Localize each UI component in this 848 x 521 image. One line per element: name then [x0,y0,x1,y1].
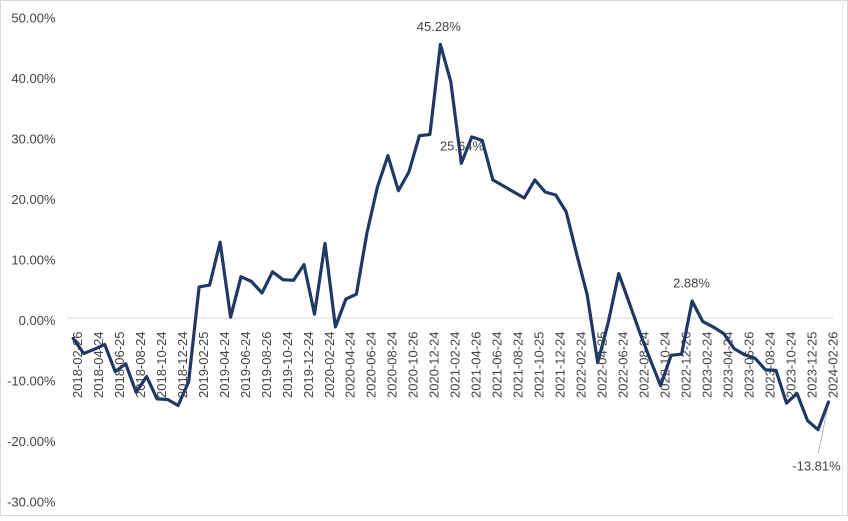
svg-text:2020-12-24: 2020-12-24 [427,332,442,399]
svg-text:2018-12-24: 2018-12-24 [175,332,190,399]
svg-text:40.00%: 40.00% [11,71,56,86]
svg-text:2023-04-24: 2023-04-24 [720,332,735,399]
svg-text:2021-12-24: 2021-12-24 [553,332,568,399]
svg-text:2.88%: 2.88% [673,276,710,291]
svg-text:2018-10-24: 2018-10-24 [154,332,169,399]
svg-text:2024-02-26: 2024-02-26 [825,332,840,399]
svg-text:2020-10-26: 2020-10-26 [406,332,421,399]
svg-text:-20.00%: -20.00% [7,434,56,449]
svg-text:2023-12-25: 2023-12-25 [804,332,819,399]
svg-text:2018-06-25: 2018-06-25 [112,332,127,399]
svg-text:2021-02-24: 2021-02-24 [448,332,463,399]
svg-text:2023-08-24: 2023-08-24 [762,332,777,399]
svg-text:50.00%: 50.00% [11,10,56,25]
svg-text:-10.00%: -10.00% [7,373,56,388]
svg-text:2021-10-25: 2021-10-25 [532,332,547,399]
svg-text:2020-06-24: 2020-06-24 [364,332,379,399]
svg-text:2022-08-24: 2022-08-24 [637,332,652,399]
svg-text:2023-10-24: 2023-10-24 [783,332,798,399]
svg-text:2019-08-26: 2019-08-26 [259,332,274,399]
svg-text:0.00%: 0.00% [19,313,56,328]
svg-text:2021-08-24: 2021-08-24 [511,332,526,399]
svg-text:2023-02-24: 2023-02-24 [699,332,714,399]
svg-text:2020-08-24: 2020-08-24 [385,332,400,399]
svg-text:2022-06-24: 2022-06-24 [616,332,631,399]
svg-text:2021-06-24: 2021-06-24 [490,332,505,399]
svg-text:2019-04-24: 2019-04-24 [217,332,232,399]
svg-text:2023-06-26: 2023-06-26 [741,332,756,399]
svg-text:-13.81%: -13.81% [792,459,841,474]
svg-text:10.00%: 10.00% [11,252,56,267]
svg-text:30.00%: 30.00% [11,131,56,146]
svg-text:2022-02-24: 2022-02-24 [574,332,589,399]
svg-text:2019-12-24: 2019-12-24 [301,332,316,399]
svg-text:2019-10-24: 2019-10-24 [280,332,295,399]
svg-text:20.00%: 20.00% [11,192,56,207]
svg-text:2019-02-25: 2019-02-25 [196,332,211,399]
svg-text:2020-04-24: 2020-04-24 [343,332,358,399]
svg-text:2019-06-24: 2019-06-24 [238,332,253,399]
svg-text:2022-12-26: 2022-12-26 [678,332,693,399]
svg-text:-30.00%: -30.00% [7,494,56,509]
svg-text:45.28%: 45.28% [417,19,462,34]
svg-text:2020-02-24: 2020-02-24 [322,332,337,399]
svg-text:2018-04-24: 2018-04-24 [91,332,106,399]
svg-text:2022-04-25: 2022-04-25 [595,332,610,399]
svg-text:2018-02-26: 2018-02-26 [70,332,85,399]
svg-text:2021-04-26: 2021-04-26 [469,332,484,399]
svg-text:25.64%: 25.64% [440,139,485,154]
svg-text:2022-10-24: 2022-10-24 [657,332,672,399]
